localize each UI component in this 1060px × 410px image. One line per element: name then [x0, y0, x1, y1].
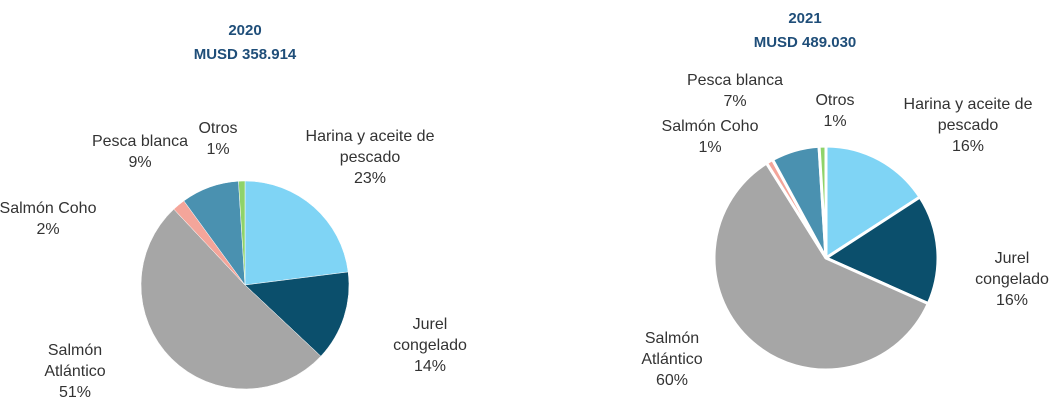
slice-name: Otros — [198, 120, 238, 137]
slice-name: Salmón Coho — [0, 200, 97, 217]
pie-slice — [244, 271, 350, 357]
chart-subtitle: MUSD 489.030 — [753, 34, 857, 51]
slice-label: Jurel congelado 14% — [375, 314, 485, 377]
slice-label: Otros 1% — [810, 90, 860, 132]
slice-label: Jurel congelado 16% — [967, 248, 1057, 311]
slice-percent: 16% — [951, 138, 985, 155]
slice-percent: 1% — [206, 141, 230, 158]
slice-percent: 1% — [823, 113, 847, 130]
slice-label: Salmón Coho 1% — [660, 116, 760, 158]
pie-slice — [238, 180, 246, 286]
slice-percent: 16% — [995, 292, 1029, 309]
slice-label: Salmón Atlántico 51% — [20, 340, 130, 403]
slice-label: Salmón Atlántico 60% — [622, 328, 722, 391]
slice-label: Salmón Coho 2% — [0, 198, 98, 240]
pie-slice — [140, 208, 322, 390]
pie-slice — [712, 161, 931, 372]
slice-name: Pesca blanca — [686, 72, 784, 89]
slice-name: Harina y aceite de pescado — [305, 128, 435, 166]
chart-subtitle: MUSD 358.914 — [193, 46, 297, 63]
pie-slice — [817, 144, 828, 259]
chart-title: 2021 — [788, 10, 822, 27]
slice-percent: 1% — [698, 139, 722, 156]
slice-name: Salmón Atlántico — [641, 330, 703, 368]
chart-title: 2020 — [228, 22, 262, 39]
slice-label: Pesca blanca 9% — [85, 131, 195, 173]
slice-percent: 14% — [413, 358, 447, 375]
slice-name: Salmón Coho — [661, 118, 759, 135]
slice-name: Otros — [815, 92, 855, 109]
slice-name: Salmón Atlántico — [44, 342, 106, 380]
slice-name: Harina y aceite de pescado — [903, 96, 1033, 134]
slice-percent: 23% — [353, 170, 387, 187]
slice-percent: 60% — [655, 372, 689, 389]
slice-label: Harina y aceite de pescado 16% — [883, 94, 1053, 157]
slice-percent: 51% — [58, 384, 92, 401]
pie-slice — [244, 180, 349, 286]
slice-percent: 7% — [723, 93, 747, 110]
slice-label: Otros 1% — [193, 118, 243, 160]
slice-label: Pesca blanca 7% — [680, 70, 790, 112]
slice-label: Harina y aceite de pescado 23% — [295, 126, 445, 189]
pie-slice — [824, 144, 923, 261]
slice-name: Jurel congelado — [393, 316, 467, 354]
slice-name: Pesca blanca — [91, 133, 189, 150]
pie-slice — [822, 194, 940, 306]
slice-name: Jurel congelado — [975, 250, 1049, 288]
slice-percent: 2% — [36, 221, 60, 238]
slice-percent: 9% — [128, 154, 152, 171]
